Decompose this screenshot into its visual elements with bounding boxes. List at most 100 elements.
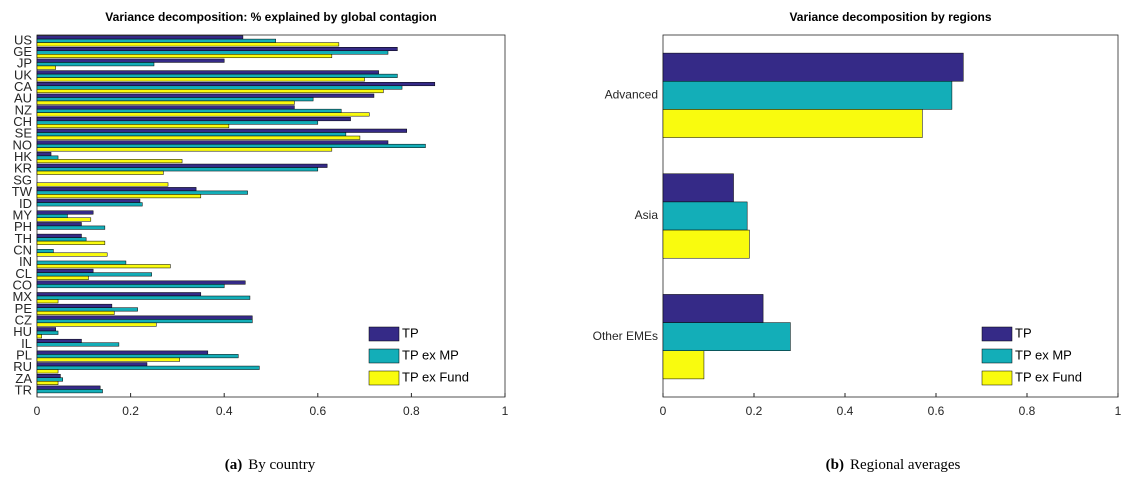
- bar: [36, 50, 389, 55]
- legend-swatch: [981, 348, 1013, 364]
- caption-label: (b): [826, 457, 844, 473]
- y-tick-label: TH: [15, 231, 32, 246]
- bar: [36, 315, 253, 320]
- caption-text: By country: [248, 457, 316, 473]
- y-tick-label: SE: [15, 126, 33, 141]
- bar: [36, 42, 340, 47]
- legend-swatch: [981, 326, 1013, 342]
- y-tick-label: GE: [13, 44, 32, 59]
- x-tick-label: 0: [34, 404, 41, 418]
- y-tick-label: MY: [13, 207, 33, 222]
- bar: [36, 319, 253, 324]
- y-tick-label: US: [14, 32, 32, 47]
- bar: [36, 275, 89, 280]
- y-tick-label: Advanced: [605, 88, 658, 102]
- bar: [36, 357, 180, 362]
- x-tick-label: 0.4: [216, 404, 233, 418]
- bar: [36, 240, 106, 245]
- bar: [36, 389, 103, 394]
- bar: [36, 233, 82, 238]
- bar: [662, 52, 964, 82]
- x-tick-label: 0.4: [837, 404, 854, 418]
- bar: [36, 264, 171, 269]
- legend-label: TP ex MP: [1015, 347, 1072, 362]
- bar: [36, 334, 42, 339]
- legend-swatch: [368, 348, 400, 364]
- y-tick-label: MX: [13, 289, 33, 304]
- y-tick-label: NO: [13, 137, 33, 152]
- bar: [36, 385, 101, 390]
- bar: [36, 182, 169, 187]
- bar: [662, 294, 764, 323]
- x-tick-label: 1: [502, 404, 509, 418]
- bar: [36, 280, 246, 285]
- y-tick-label: CN: [13, 242, 32, 257]
- bar: [36, 295, 251, 300]
- y-tick-label: UK: [14, 67, 32, 82]
- y-tick-label: PH: [14, 219, 32, 234]
- bar: [36, 38, 276, 43]
- bar: [36, 210, 94, 215]
- bar: [662, 109, 923, 138]
- y-tick-label: Other EMEs: [593, 329, 658, 343]
- x-tick-label: 0.6: [928, 404, 945, 418]
- y-tick-label: HK: [14, 149, 32, 164]
- bar: [662, 229, 750, 259]
- bar: [36, 330, 59, 335]
- y-tick-label: TR: [15, 383, 32, 398]
- bar: [662, 350, 705, 380]
- bar: [36, 187, 197, 192]
- bar: [662, 322, 791, 351]
- bar: [36, 100, 295, 105]
- bar: [36, 58, 225, 63]
- bar: [36, 132, 347, 137]
- bar: [36, 93, 375, 98]
- bar: [36, 252, 108, 257]
- bar: [36, 124, 230, 129]
- bar: [36, 73, 398, 78]
- legend-swatch: [368, 326, 400, 342]
- bar: [36, 272, 152, 277]
- bar: [36, 365, 260, 370]
- bar: [36, 117, 351, 122]
- bar: [36, 140, 389, 145]
- x-tick-label: 0.6: [309, 404, 326, 418]
- bar: [36, 307, 138, 312]
- bar: [36, 97, 314, 102]
- bar: [36, 62, 155, 67]
- legend-swatch: [368, 370, 400, 386]
- bar: [36, 163, 328, 168]
- legend-label: TP ex Fund: [1015, 369, 1082, 384]
- y-tick-label: IN: [19, 254, 32, 269]
- bar: [36, 354, 239, 359]
- bar: [36, 222, 82, 227]
- bar: [36, 70, 379, 75]
- bar: [36, 77, 365, 82]
- bar: [36, 108, 342, 113]
- caption-label: (a): [225, 457, 243, 473]
- x-tick-label: 0.2: [746, 404, 763, 418]
- legend-label: TP: [1015, 325, 1032, 340]
- bar: [36, 362, 148, 367]
- bar: [36, 89, 384, 94]
- y-tick-label: RU: [13, 359, 32, 374]
- bar: [36, 322, 157, 327]
- legend-label: TP: [402, 325, 419, 340]
- bar: [36, 260, 127, 265]
- bar: [662, 81, 953, 110]
- bar: [36, 268, 94, 273]
- bar: [36, 342, 120, 347]
- bar: [36, 135, 361, 140]
- y-tick-label: CA: [14, 79, 32, 94]
- bar: [36, 147, 333, 152]
- bar: [36, 377, 63, 382]
- bar: [36, 105, 295, 110]
- bar: [36, 65, 56, 70]
- y-tick-label: NZ: [15, 102, 32, 117]
- x-tick-label: 0.8: [1019, 404, 1036, 418]
- bar: [36, 120, 319, 125]
- x-tick-label: 0: [660, 404, 667, 418]
- y-tick-label: IL: [21, 336, 32, 351]
- bar: [36, 299, 59, 304]
